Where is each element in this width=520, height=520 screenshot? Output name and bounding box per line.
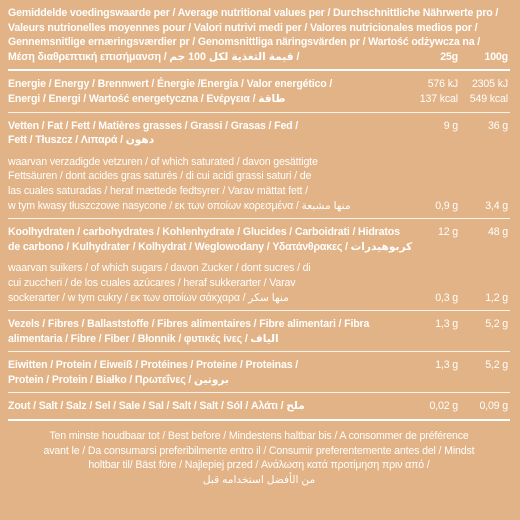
nutrient-row: Zout / Salt / Salz / Sel / Sale / Sal / … — [8, 399, 508, 414]
value-100g-line: 5,2 g — [485, 318, 508, 331]
value-25g-line: 1,3 g — [435, 359, 458, 372]
value-25g: 576 kJ 137 kcal — [408, 77, 458, 106]
nutrient-section: Zout / Salt / Salz / Sel / Sale / Sal / … — [8, 392, 510, 419]
header-text-line: Gennemsnitlige ernæringsværdier pr / Gen… — [8, 36, 481, 49]
sub-nutrient-name: waarvan verzadigde vetzuren / of which s… — [8, 155, 408, 213]
value-100g: 0,09 g — [458, 399, 508, 414]
nutrient-name: Koolhydraten / carbohydrates / Kohlenhyd… — [8, 225, 413, 254]
value-25g: 0,02 g — [408, 399, 458, 414]
nutrient-name: Vezels / Fibres / Ballaststoffe / Fibres… — [8, 317, 408, 346]
nutrient-name: Eiwitten / Protein / Eiweiß / Protéines … — [8, 358, 408, 387]
nutrient-name-line: de carbono / Kulhydrater / Kolhydrat / W… — [8, 240, 413, 253]
best-before-line: من الأفضل استخدامه قبل — [202, 473, 316, 486]
sub-nutrient-name-line: las cuales saturadas / heraf mættede fed… — [8, 184, 308, 197]
header-100g: 100g — [484, 50, 508, 63]
value-100g: 5,2 g — [458, 317, 508, 346]
nutrient-name-line: Eiwitten / Protein / Eiweiß / Protéines … — [8, 359, 299, 372]
sub-nutrient-name-line: cui zuccheri / de los cuales azúcares / … — [8, 276, 296, 289]
value-25g-line: 1,3 g — [435, 318, 458, 331]
value-100g-line: 2305 kJ — [471, 78, 508, 91]
value-100g: 3,4 g — [458, 199, 508, 214]
nutrient-row: Koolhydraten / carbohydrates / Kohlenhyd… — [8, 225, 508, 254]
header: Gemiddelde voedingswaarde per / Average … — [8, 4, 510, 69]
header-25g: 25g — [440, 50, 458, 63]
sub-nutrient-name-line: waarvan suikers / of which sugars / davo… — [8, 262, 311, 275]
value-100g-line: 48 g — [487, 226, 508, 239]
sub-nutrient-name-line: w tym kwasy tłuszczowe nasycone / εκ των… — [8, 199, 351, 212]
nutrient-name-line: Vetten / Fat / Fett / Matières grasses /… — [8, 119, 299, 132]
header-text-line: Gemiddelde voedingswaarde per / Average … — [8, 7, 499, 19]
nutrient-section: Vezels / Fibres / Ballaststoffe / Fibres… — [8, 310, 510, 351]
best-before-line: Ten minste houdbaar tot / Best before / … — [49, 430, 469, 443]
best-before-line: holtbar til/ Bäst före / Najlepiej przed… — [88, 459, 430, 472]
value-25g: 12 g — [408, 225, 458, 254]
header-text-line: Valeurs nutrionelles moyennes pour / Val… — [8, 21, 478, 34]
nutrient-name-line: Vezels / Fibres / Ballaststoffe / Fibres… — [8, 318, 370, 331]
value-25g-line: 0,9 g — [435, 199, 458, 212]
value-100g: 2305 kJ 549 kcal — [458, 77, 508, 106]
nutrient-name: Vetten / Fat / Fett / Matières grasses /… — [8, 119, 408, 148]
nutrient-section: Energie / Energy / Brennwert / Énergie /… — [8, 69, 510, 111]
value-25g-line: 576 kJ — [427, 78, 458, 91]
value-25g-line: 137 kcal — [419, 92, 458, 105]
nutrient-row: Vezels / Fibres / Ballaststoffe / Fibres… — [8, 317, 508, 346]
value-100g-line: 5,2 g — [485, 359, 508, 372]
sub-nutrient-row: waarvan verzadigde vetzuren / of which s… — [8, 148, 508, 213]
sub-nutrient-name-line: waarvan verzadigde vetzuren / of which s… — [8, 155, 318, 168]
value-100g-line: 3,4 g — [485, 199, 508, 212]
nutrient-section: Vetten / Fat / Fett / Matières grasses /… — [8, 111, 510, 219]
best-before-line: avant le / Da consumarsi preferibilmente… — [43, 444, 475, 457]
value-100g-line: 549 kcal — [469, 92, 508, 105]
value-25g: 1,3 g — [408, 317, 458, 346]
value-25g: 1,3 g — [408, 358, 458, 387]
value-100g-line: 1,2 g — [485, 291, 508, 304]
value-25g: 9 g — [408, 119, 458, 148]
sub-nutrient-name-line: Fettsäuren / dont acides gras saturés / … — [8, 170, 312, 183]
value-25g: 0,9 g — [408, 199, 458, 214]
sub-nutrient-name-line: sockerarter / w tym cukry / εκ των οποίω… — [8, 291, 289, 304]
nutrient-section: Koolhydraten / carbohydrates / Kohlenhyd… — [8, 218, 510, 310]
value-100g-line: 0,09 g — [479, 400, 508, 413]
value-100g: 5,2 g — [458, 358, 508, 387]
value-25g-line: 12 g — [437, 226, 458, 239]
nutrient-name: Energie / Energy / Brennwert / Énergie /… — [8, 77, 408, 106]
nutrient-row: Vetten / Fat / Fett / Matières grasses /… — [8, 119, 508, 148]
nutrient-section: Eiwitten / Protein / Eiweiß / Protéines … — [8, 351, 510, 392]
nutrient-name-line: alimentaria / Fibre / Fiber / Błonnik / … — [8, 332, 279, 345]
nutrient-row: Energie / Energy / Brennwert / Énergie /… — [8, 77, 508, 106]
value-25g-line: 9 g — [443, 119, 458, 132]
value-100g: 1,2 g — [458, 291, 508, 306]
nutrient-name: Zout / Salt / Salz / Sel / Sale / Sal / … — [8, 399, 408, 414]
value-100g: 48 g — [458, 225, 508, 254]
header-text: Gemiddelde voedingswaarde per / Average … — [8, 6, 499, 64]
nutrient-row: Eiwitten / Protein / Eiweiß / Protéines … — [8, 358, 508, 387]
nutrient-name-line: Energi / Energi / Wartość energetyczna /… — [8, 92, 286, 105]
nutrient-name-line: Zout / Salt / Salz / Sel / Sale / Sal / … — [8, 400, 305, 413]
nutrient-name-line: Koolhydraten / carbohydrates / Kohlenhyd… — [8, 226, 400, 239]
best-before: Ten minste houdbaar tot / Best before / … — [8, 419, 510, 487]
header-text-line: Μέση διαθρεπτική επισήμανση / قيمة التغذ… — [8, 50, 300, 63]
value-100g: 36 g — [458, 119, 508, 148]
nutrient-name-line: Protein / Protein / Białko / Πρωτεΐνες /… — [8, 373, 229, 386]
nutrient-name-line: Fett / Tłuszcz / Λιπαρά / دهون — [8, 134, 155, 147]
value-100g-line: 36 g — [487, 119, 508, 132]
value-25g-line: 0,3 g — [435, 291, 458, 304]
sub-nutrient-row: waarvan suikers / of which sugars / davo… — [8, 254, 508, 305]
nutrient-name-line: Energie / Energy / Brennwert / Énergie /… — [8, 78, 333, 91]
value-25g: 0,3 g — [408, 291, 458, 306]
sub-nutrient-name: waarvan suikers / of which sugars / davo… — [8, 261, 408, 305]
value-25g-line: 0,02 g — [429, 400, 458, 413]
